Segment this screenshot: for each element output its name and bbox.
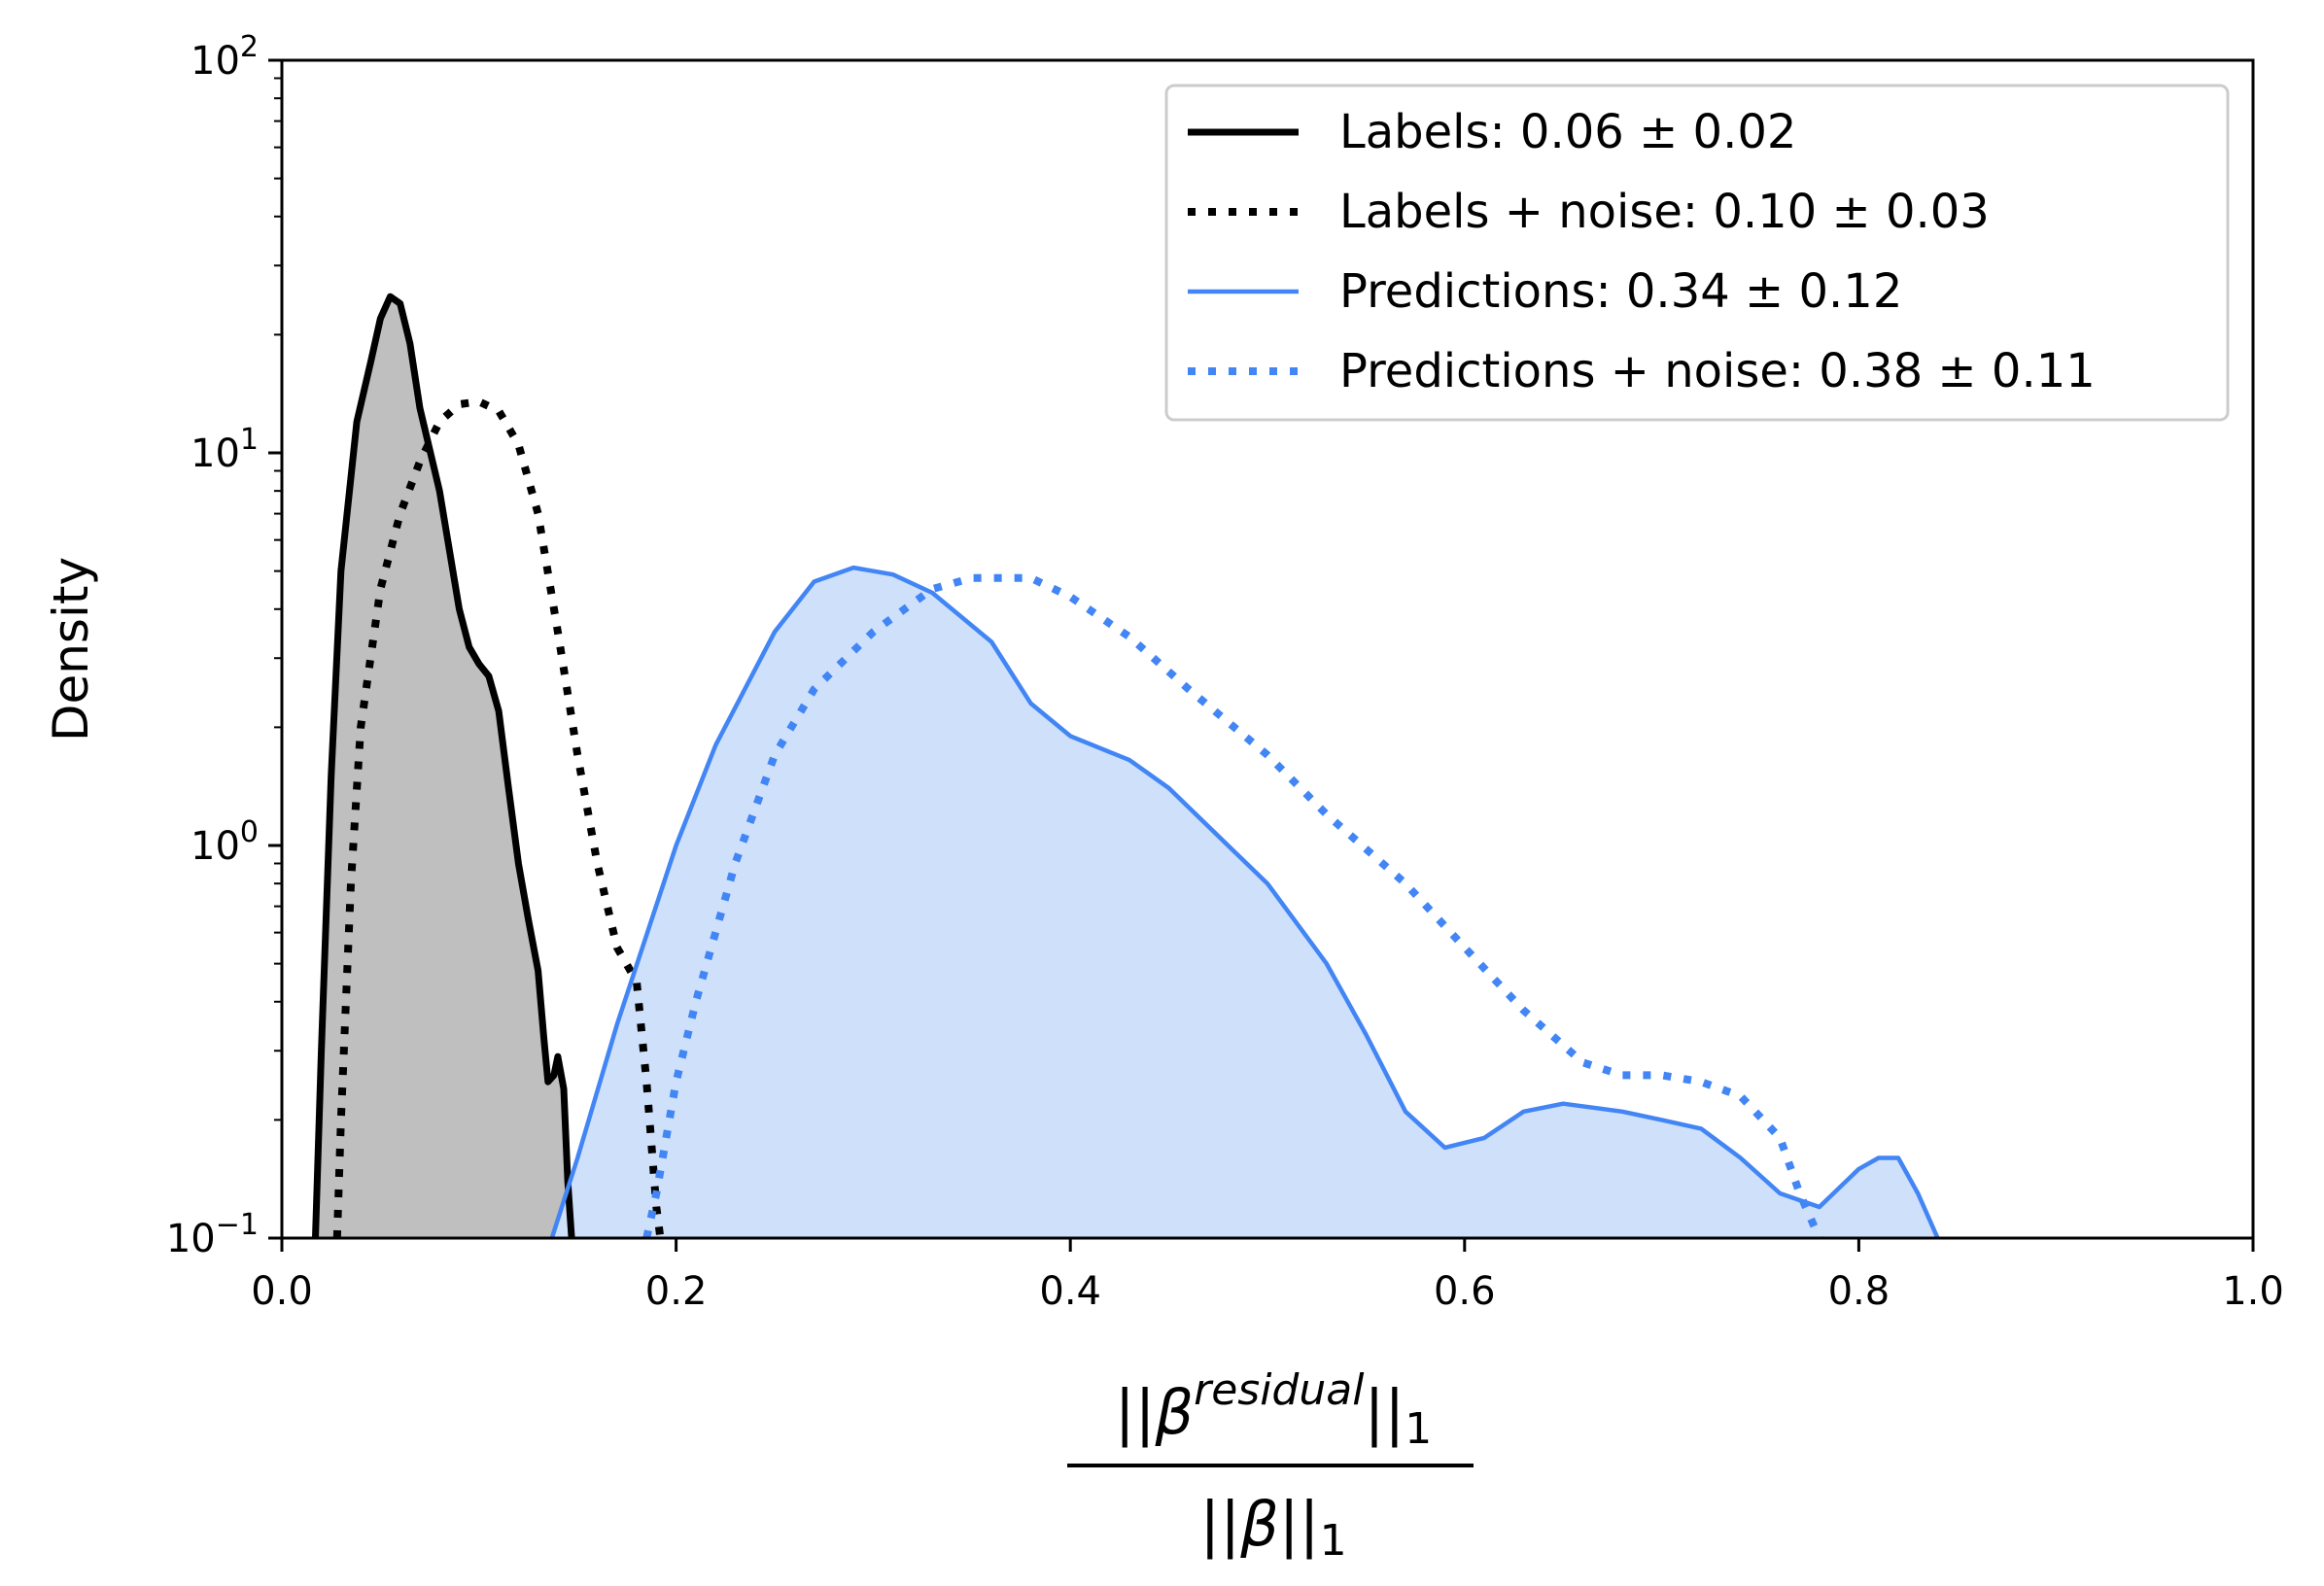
legend: Labels: 0.06 ± 0.02 Labels + noise: 0.10 … <box>1164 84 2230 422</box>
density-lines <box>312 293 1940 1238</box>
x-label-numerator: ||βresidual||1 <box>1115 1365 1432 1454</box>
y-axis-label: Density <box>43 557 99 741</box>
x-axis-label: ||βresidual||1 ||β||1 <box>1067 1365 1474 1566</box>
series-1-line <box>312 293 575 1238</box>
x-tick-label: 0.6 <box>1434 1269 1496 1314</box>
x-tick-label: 0.2 <box>645 1269 708 1314</box>
series-3-line <box>549 565 1940 1238</box>
y-tick-label: 101 <box>191 423 259 476</box>
legend-box <box>1164 84 2230 422</box>
legend-label-1: Labels: 0.06 ± 0.02 <box>1339 105 1796 159</box>
x-label-denominator: ||β||1 <box>1199 1489 1346 1566</box>
y-tick-label: 100 <box>191 815 259 869</box>
x-tick-label: 1.0 <box>2222 1269 2284 1314</box>
series-3-area <box>551 568 1938 1238</box>
x-tick-label: 0.4 <box>1039 1269 1101 1314</box>
y-tick-label: 102 <box>191 30 259 84</box>
series-1-area <box>315 296 572 1238</box>
x-tick-label: 0.0 <box>251 1269 313 1314</box>
x-axis-ticks: 0.0 0.2 0.4 0.6 0.8 1.0 <box>251 1238 2284 1314</box>
legend-label-2: Labels + noise: 0.10 ± 0.03 <box>1339 185 1990 239</box>
legend-label-4: Predictions + noise: 0.38 ± 0.11 <box>1339 344 2096 398</box>
series-4-line <box>642 573 1823 1238</box>
y-tick-label: 10−1 <box>166 1208 259 1261</box>
density-fills <box>315 296 1938 1238</box>
plot-frame <box>280 58 2255 1240</box>
legend-label-3: Predictions: 0.34 ± 0.12 <box>1339 264 1902 319</box>
x-tick-label: 0.8 <box>1828 1269 1890 1314</box>
series-2-line <box>332 397 665 1238</box>
y-axis-ticks: 10−1 100 101 102 <box>166 30 282 1261</box>
